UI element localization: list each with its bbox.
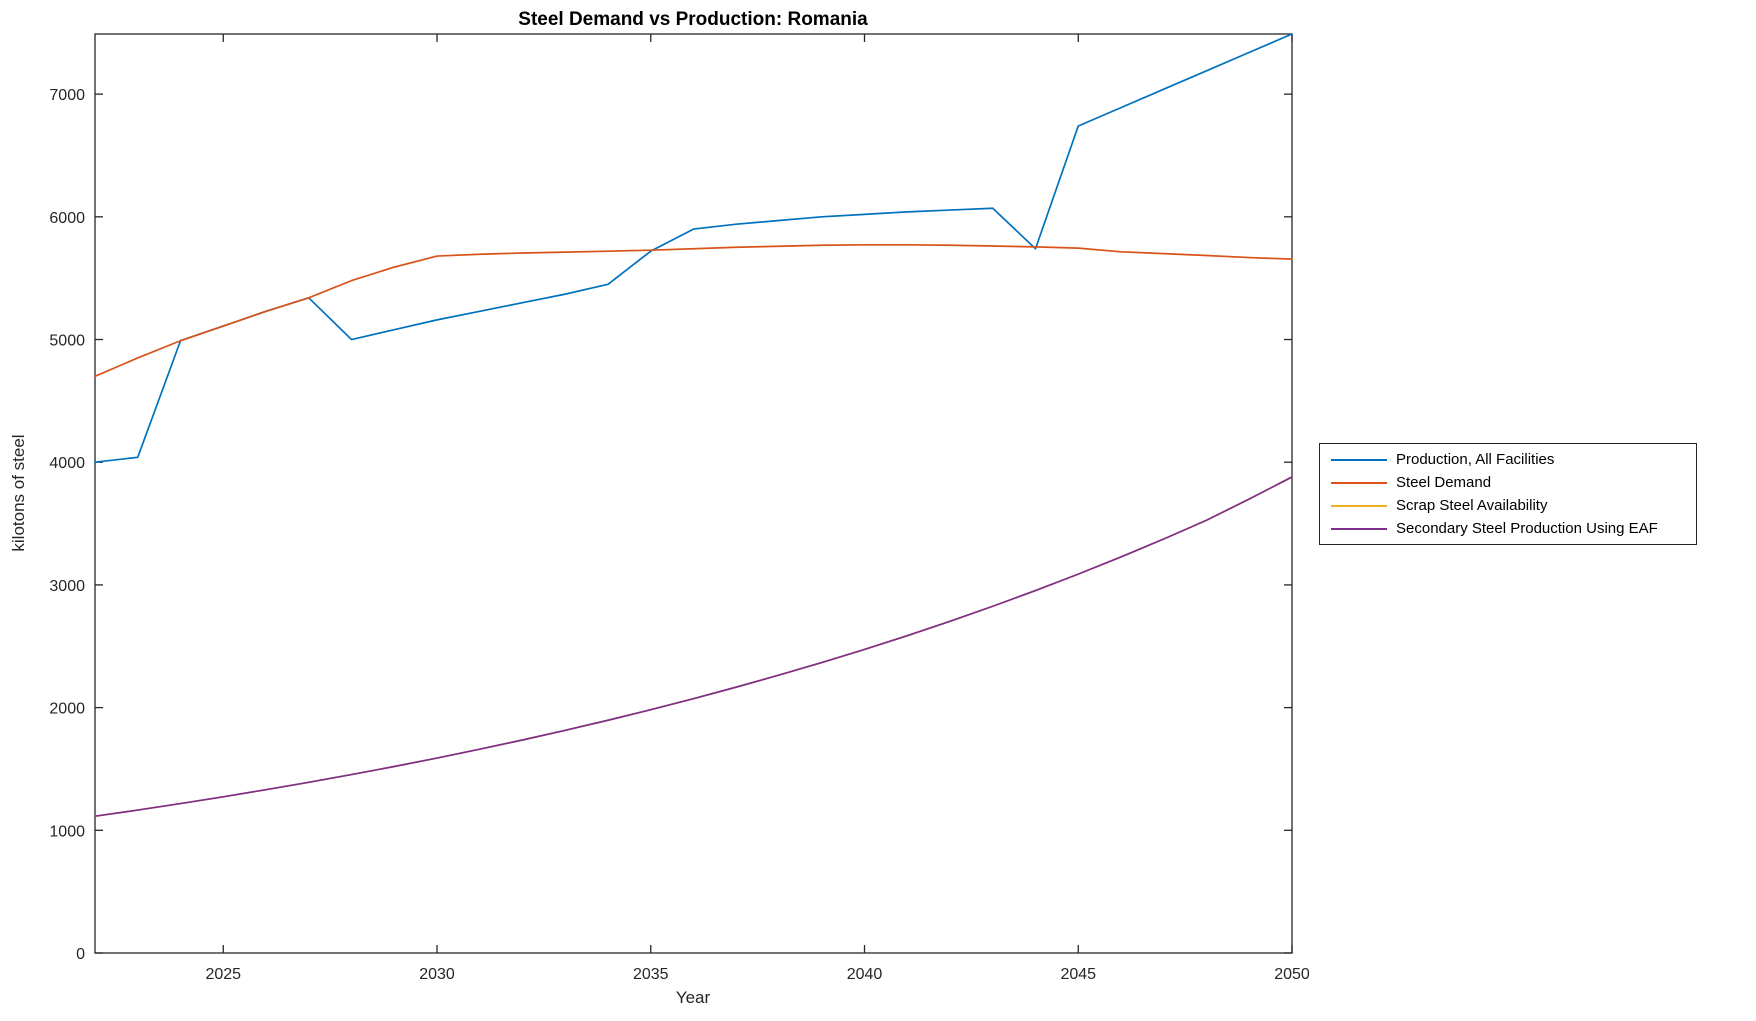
y-tick-label: 2000 [49, 701, 85, 718]
y-tick-label: 5000 [49, 333, 85, 350]
legend-label: Scrap Steel Availability [1396, 497, 1548, 514]
legend-line-swatch [1331, 481, 1387, 484]
x-tick-label: 2045 [1060, 966, 1096, 983]
series-line-2 [94, 476, 1293, 818]
y-tick-label: 0 [76, 946, 85, 963]
legend-label: Production, All Facilities [1396, 451, 1555, 468]
x-tick-label: 2025 [205, 966, 241, 983]
y-tick-label: 7000 [49, 87, 85, 104]
legend-item-0: Production, All Facilities [1320, 449, 1696, 471]
legend-line-swatch [1331, 527, 1387, 530]
x-tick-label: 2030 [419, 966, 455, 983]
legend-item-1: Steel Demand [1320, 472, 1696, 494]
plot-box [94, 33, 1293, 954]
x-tick-label: 2035 [633, 966, 669, 983]
legend-line-swatch [1331, 504, 1387, 507]
legend-label: Secondary Steel Production Using EAF [1396, 520, 1658, 537]
series-line-1 [94, 243, 1293, 378]
y-tick-label: 4000 [49, 455, 85, 472]
y-tick-label: 1000 [49, 823, 85, 840]
chart-title: Steel Demand vs Production: Romania [518, 9, 868, 30]
legend-item-2: Scrap Steel Availability [1320, 495, 1696, 517]
axes: 2025 2030 2035 2040 2045 2050 0 1000 2000 3000 400… [49, 33, 1310, 983]
legend: Production, All Facilities Steel Demand Sc… [1319, 443, 1697, 545]
x-tick-label: 2040 [847, 966, 883, 983]
y-tick-label: 3000 [49, 578, 85, 595]
y-tick-label: 6000 [49, 210, 85, 227]
y-axis-label: kilotons of steel [9, 434, 28, 551]
data-series [94, 33, 1293, 818]
legend-line-swatch [1331, 458, 1387, 461]
legend-label: Steel Demand [1396, 474, 1492, 491]
legend-item-3: Secondary Steel Production Using EAF [1320, 518, 1696, 540]
x-axis-label: Year [676, 988, 711, 1007]
series-line-3 [94, 476, 1293, 818]
x-tick-label: 2050 [1274, 966, 1310, 983]
